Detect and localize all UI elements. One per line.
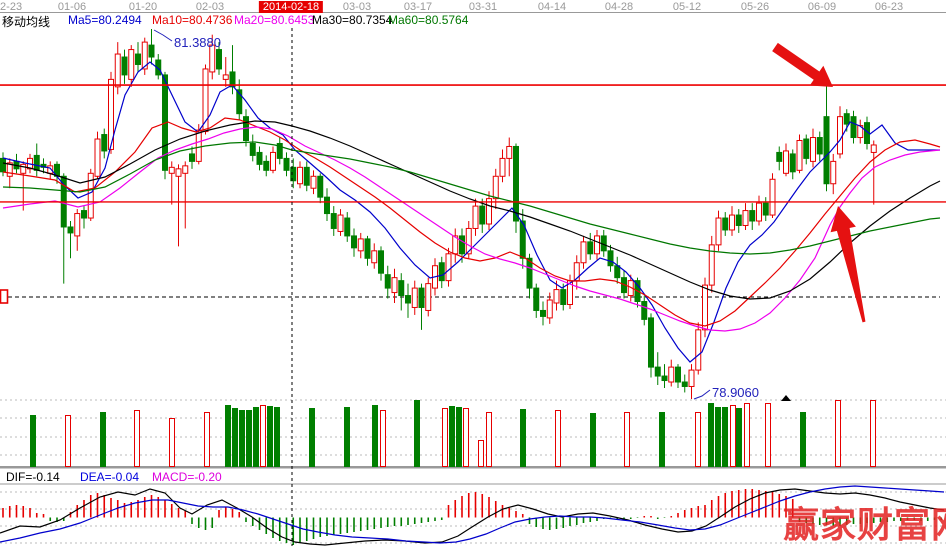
date-label: 03-17	[403, 1, 433, 13]
dif-value-label: DIF=-0.14	[6, 470, 60, 484]
ma-legend-item: Ma20=80.6453	[234, 13, 315, 27]
watermark: 赢家财富网	[783, 504, 946, 545]
annotation-arrow	[772, 42, 833, 87]
macd-value-label: MACD=-0.20	[152, 470, 222, 484]
ma-legend-item: Ma10=80.4736	[152, 13, 233, 27]
price-annotation-high: 81.3880	[174, 35, 221, 50]
date-label: 03-31	[468, 1, 498, 13]
date-label: 12-23	[0, 1, 23, 13]
selected-date-label: 2014-02-18	[258, 1, 324, 13]
date-label: 06-23	[874, 1, 904, 13]
dea-value-label: DEA=-0.04	[80, 470, 140, 484]
date-label: 01-20	[128, 1, 158, 13]
ma-legend-item: Ma30=80.7354	[312, 13, 393, 27]
ma-legend-item: Ma5=80.2494	[68, 13, 142, 27]
annotation-arrow	[830, 205, 866, 323]
date-label: 03-03	[342, 1, 372, 13]
ma-legend: 移动均线 Ma5=80.2494 Ma10=80.4736 Ma20=80.6453…	[0, 13, 946, 29]
date-label: 06-09	[807, 1, 837, 13]
ma-legend-title: 移动均线	[2, 15, 51, 29]
date-label: 01-06	[57, 1, 87, 13]
date-label: 04-14	[537, 1, 567, 13]
price-annotation-low: 78.9060	[712, 385, 759, 400]
date-label: 05-12	[672, 1, 702, 13]
date-label: 05-26	[740, 1, 770, 13]
date-label: 04-28	[604, 1, 634, 13]
date-label: 02-03	[195, 1, 225, 13]
ma-legend-item: Ma60=80.5764	[388, 13, 469, 27]
